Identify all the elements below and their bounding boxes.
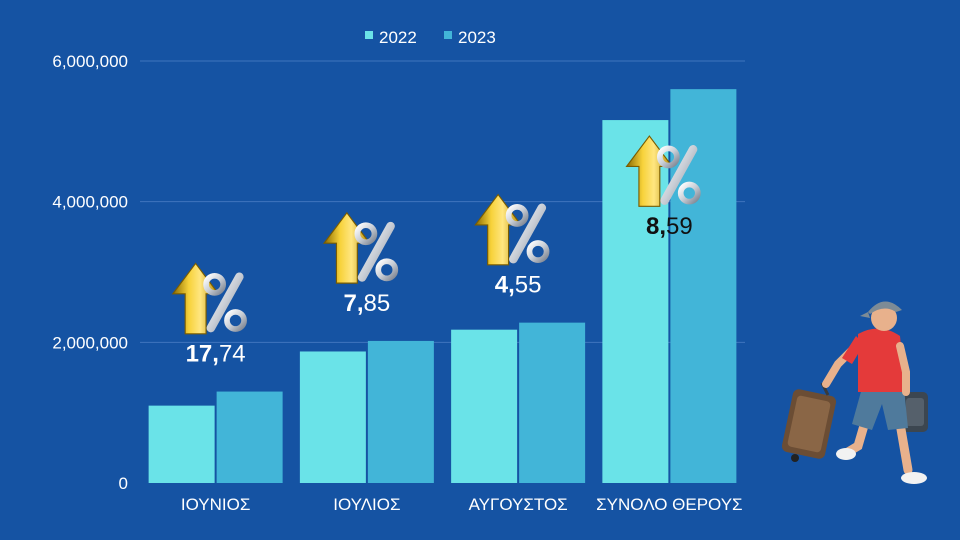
x-tick-label: ΙΟΥΛΙΟΣ (333, 495, 400, 514)
growth-annotation: 17,74 (173, 263, 246, 368)
growth-value-decimals: 55 (515, 272, 542, 299)
y-tick-label: 4,000,000 (52, 193, 128, 212)
growth-value-decimals: 85 (364, 290, 391, 317)
bar-2022-0 (148, 405, 215, 483)
growth-value-integer: 7, (344, 290, 364, 317)
bar-2022-2 (451, 329, 518, 483)
growth-value-integer: 8, (646, 213, 666, 240)
x-axis-ticks: ΙΟΥΝΙΟΣ ΙΟΥΛΙΟΣ ΑΥΓΟΥΣΤΟΣ ΣΥΝΟΛΟ ΘΕΡΟΥΣ (181, 495, 743, 514)
legend: 2022 2023 (365, 28, 496, 47)
y-tick-label: 6,000,000 (52, 52, 128, 71)
x-tick-label: ΣΥΝΟΛΟ ΘΕΡΟΥΣ (596, 495, 742, 514)
y-tick-label: 2,000,000 (52, 333, 128, 352)
y-tick-label: 0 (119, 474, 128, 493)
growth-annotation: 8,59 (627, 136, 698, 240)
growth-value-decimals: 59 (666, 213, 693, 240)
bar-2023-3 (670, 89, 737, 483)
growth-annotation: 4,55 (475, 195, 546, 299)
growth-value-decimals: 74 (219, 341, 246, 368)
growth-value: 17,74 (186, 341, 246, 368)
bar-2023-2 (519, 322, 586, 483)
gold-arrow-up-percent-icon (324, 213, 395, 283)
growth-value: 8,59 (646, 213, 693, 240)
growth-value-integer: 17, (186, 341, 219, 368)
bar-2022-1 (299, 351, 366, 483)
y-axis-ticks: 0 2,000,000 4,000,000 6,000,000 (52, 52, 128, 493)
growth-value: 7,85 (344, 290, 391, 317)
bars (148, 89, 737, 483)
bar-2023-1 (367, 340, 434, 483)
legend-label-2023: 2023 (458, 28, 496, 47)
growth-value: 4,55 (495, 272, 542, 299)
bar-2023-0 (216, 391, 283, 483)
gold-arrow-up-percent-icon (475, 195, 546, 265)
legend-swatch-2022 (365, 31, 373, 39)
legend-swatch-2023 (444, 31, 452, 39)
growth-annotation: 7,85 (324, 213, 395, 317)
gold-arrow-up-percent-icon (173, 263, 244, 333)
x-tick-label: ΙΟΥΝΙΟΣ (181, 495, 250, 514)
growth-annotations: 17,74 7,85 4,55 8,59 (173, 136, 698, 368)
legend-label-2022: 2022 (379, 28, 417, 47)
growth-value-integer: 4, (495, 272, 515, 299)
traveler-with-suitcases-icon (781, 301, 928, 484)
x-tick-label: ΑΥΓΟΥΣΤΟΣ (469, 495, 568, 514)
